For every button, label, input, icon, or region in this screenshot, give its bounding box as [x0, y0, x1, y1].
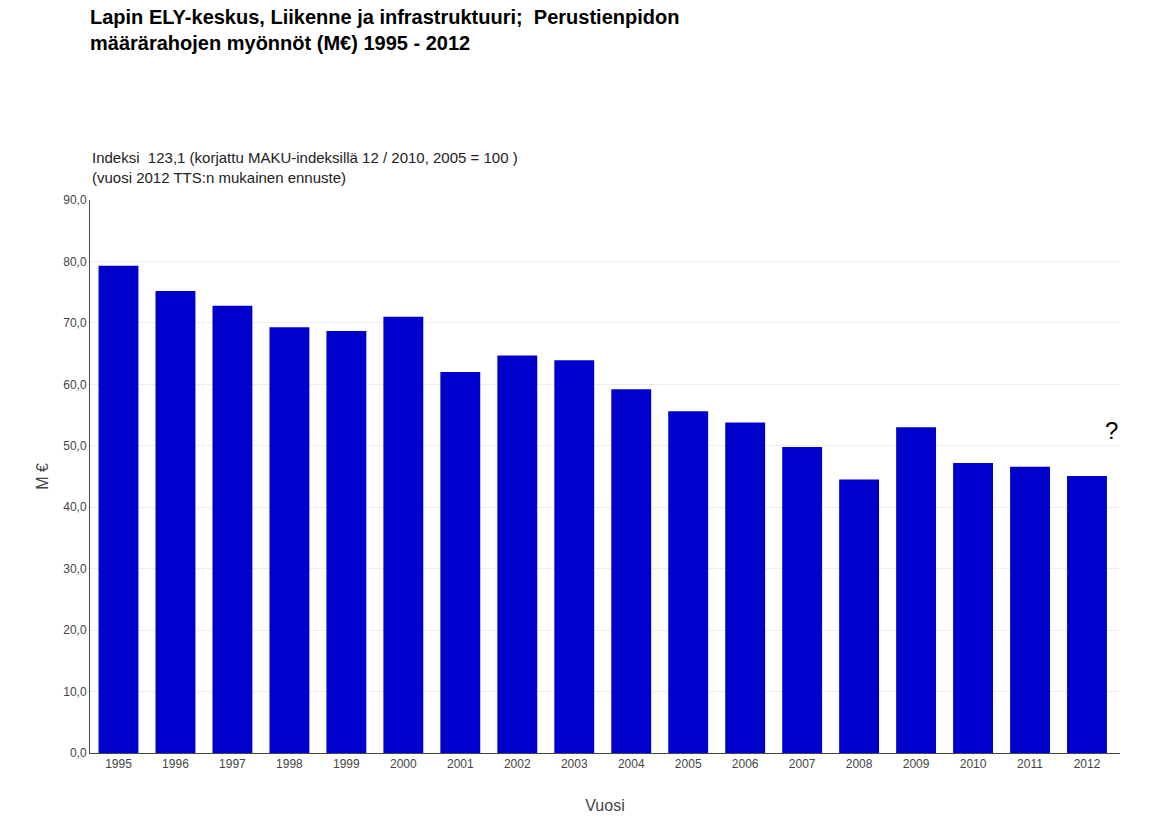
svg-text:2012: 2012 — [1074, 757, 1101, 771]
svg-text:2003: 2003 — [561, 757, 588, 771]
svg-text:?: ? — [1105, 417, 1118, 444]
svg-text:Vuosi: Vuosi — [585, 797, 624, 814]
svg-text:1998: 1998 — [276, 757, 303, 771]
svg-text:1995: 1995 — [105, 757, 132, 771]
svg-text:40,0: 40,0 — [63, 500, 87, 514]
svg-text:1997: 1997 — [219, 757, 246, 771]
svg-text:M €: M € — [34, 463, 51, 490]
svg-text:Lapin ELY-keskus, Liikenne ja: Lapin ELY-keskus, Liikenne ja infrastruk… — [90, 6, 679, 54]
svg-text:10,0: 10,0 — [63, 685, 87, 699]
svg-text:2009: 2009 — [903, 757, 930, 771]
svg-text:80,0: 80,0 — [63, 255, 87, 269]
svg-text:1996: 1996 — [162, 757, 189, 771]
svg-text:2001: 2001 — [447, 757, 474, 771]
svg-text:2010: 2010 — [960, 757, 987, 771]
svg-text:90,0: 90,0 — [63, 193, 87, 207]
svg-text:2011: 2011 — [1017, 757, 1043, 771]
svg-text:2006: 2006 — [732, 757, 759, 771]
svg-text:70,0: 70,0 — [63, 316, 87, 330]
svg-text:50,0: 50,0 — [63, 439, 87, 453]
svg-text:2000: 2000 — [390, 757, 417, 771]
svg-text:60,0: 60,0 — [63, 378, 87, 392]
svg-text:2005: 2005 — [675, 757, 702, 771]
svg-text:2008: 2008 — [846, 757, 873, 771]
svg-text:Indeksi 123,1 (korjattu MAKU-: Indeksi 123,1 (korjattu MAKU-indeksillä … — [92, 149, 518, 186]
svg-text:30,0: 30,0 — [63, 562, 87, 576]
svg-text:1999: 1999 — [333, 757, 360, 771]
svg-text:2007: 2007 — [789, 757, 816, 771]
svg-text:0,0: 0,0 — [70, 746, 87, 760]
svg-text:2002: 2002 — [504, 757, 531, 771]
svg-text:20,0: 20,0 — [63, 623, 87, 637]
svg-text:2004: 2004 — [618, 757, 645, 771]
